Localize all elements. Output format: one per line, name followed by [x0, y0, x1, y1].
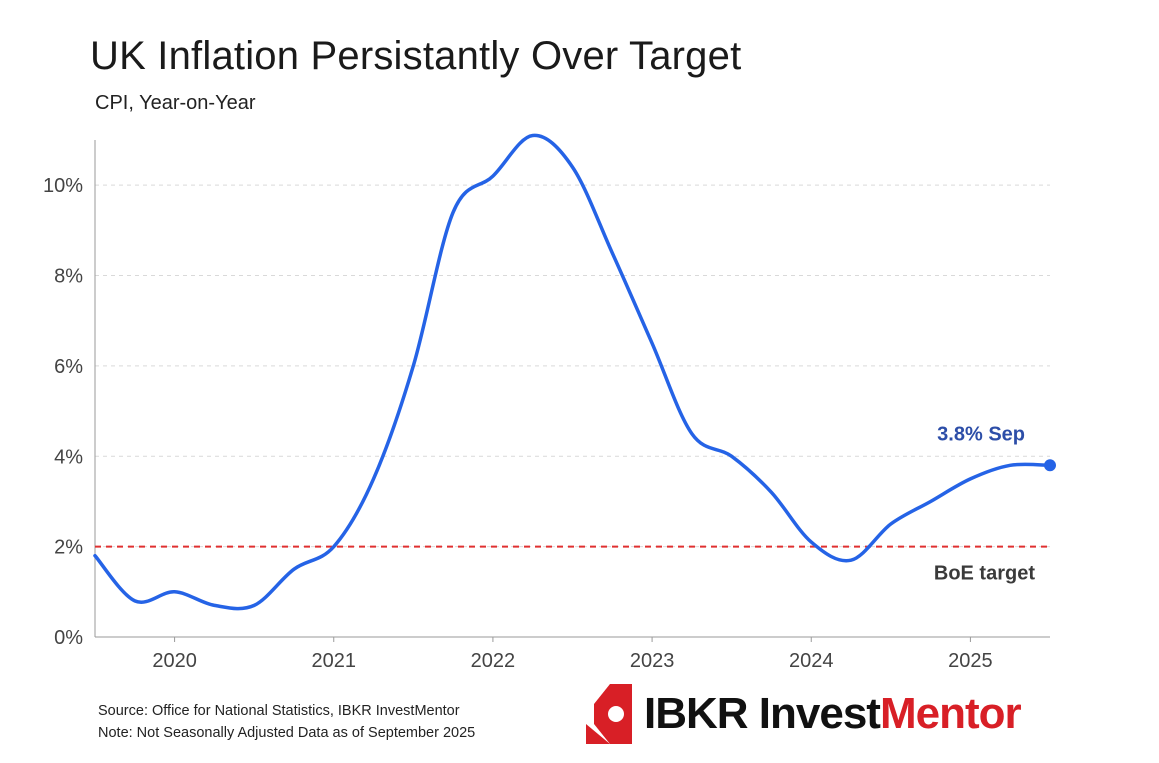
- source-line: Source: Office for National Statistics, …: [98, 703, 460, 719]
- cpi-series-line: [93, 133, 1052, 611]
- x-tick-label: 2025: [948, 650, 993, 672]
- y-tick-label: 6%: [54, 356, 83, 378]
- y-tick-label: 8%: [54, 266, 83, 288]
- ibkr-investmentor-logo: IBKR InvestMentor: [586, 682, 1022, 746]
- boe-target-label: BoE target: [934, 563, 1035, 585]
- y-tick-label: 10%: [43, 175, 83, 197]
- x-tick-label: 2022: [471, 650, 516, 672]
- logo-wordmark: IBKR InvestMentor: [644, 689, 1022, 738]
- y-tick-label: 0%: [54, 627, 83, 649]
- source-notes: Source: Office for National Statistics, …: [98, 700, 475, 744]
- chart-subtitle: CPI, Year-on-Year: [95, 92, 256, 114]
- chart-title: UK Inflation Persistantly Over Target: [90, 34, 742, 78]
- x-tick-label: 2024: [789, 650, 834, 672]
- x-tick-label: 2023: [630, 650, 675, 672]
- ibkr-logo-icon: [586, 684, 632, 744]
- x-tick-label: 2020: [152, 650, 197, 672]
- end-point-marker: [1044, 459, 1056, 472]
- logo-text-ibkr-invest: IBKR Invest: [644, 689, 881, 738]
- end-point-label: 3.8% Sep: [937, 423, 1025, 445]
- note-line: Note: Not Seasonally Adjusted Data as of…: [98, 725, 476, 741]
- y-tick-label: 2%: [54, 537, 83, 559]
- x-tick-label: 2021: [312, 650, 357, 672]
- logo-text-mentor: Mentor: [879, 689, 1022, 738]
- y-tick-label: 4%: [54, 446, 83, 468]
